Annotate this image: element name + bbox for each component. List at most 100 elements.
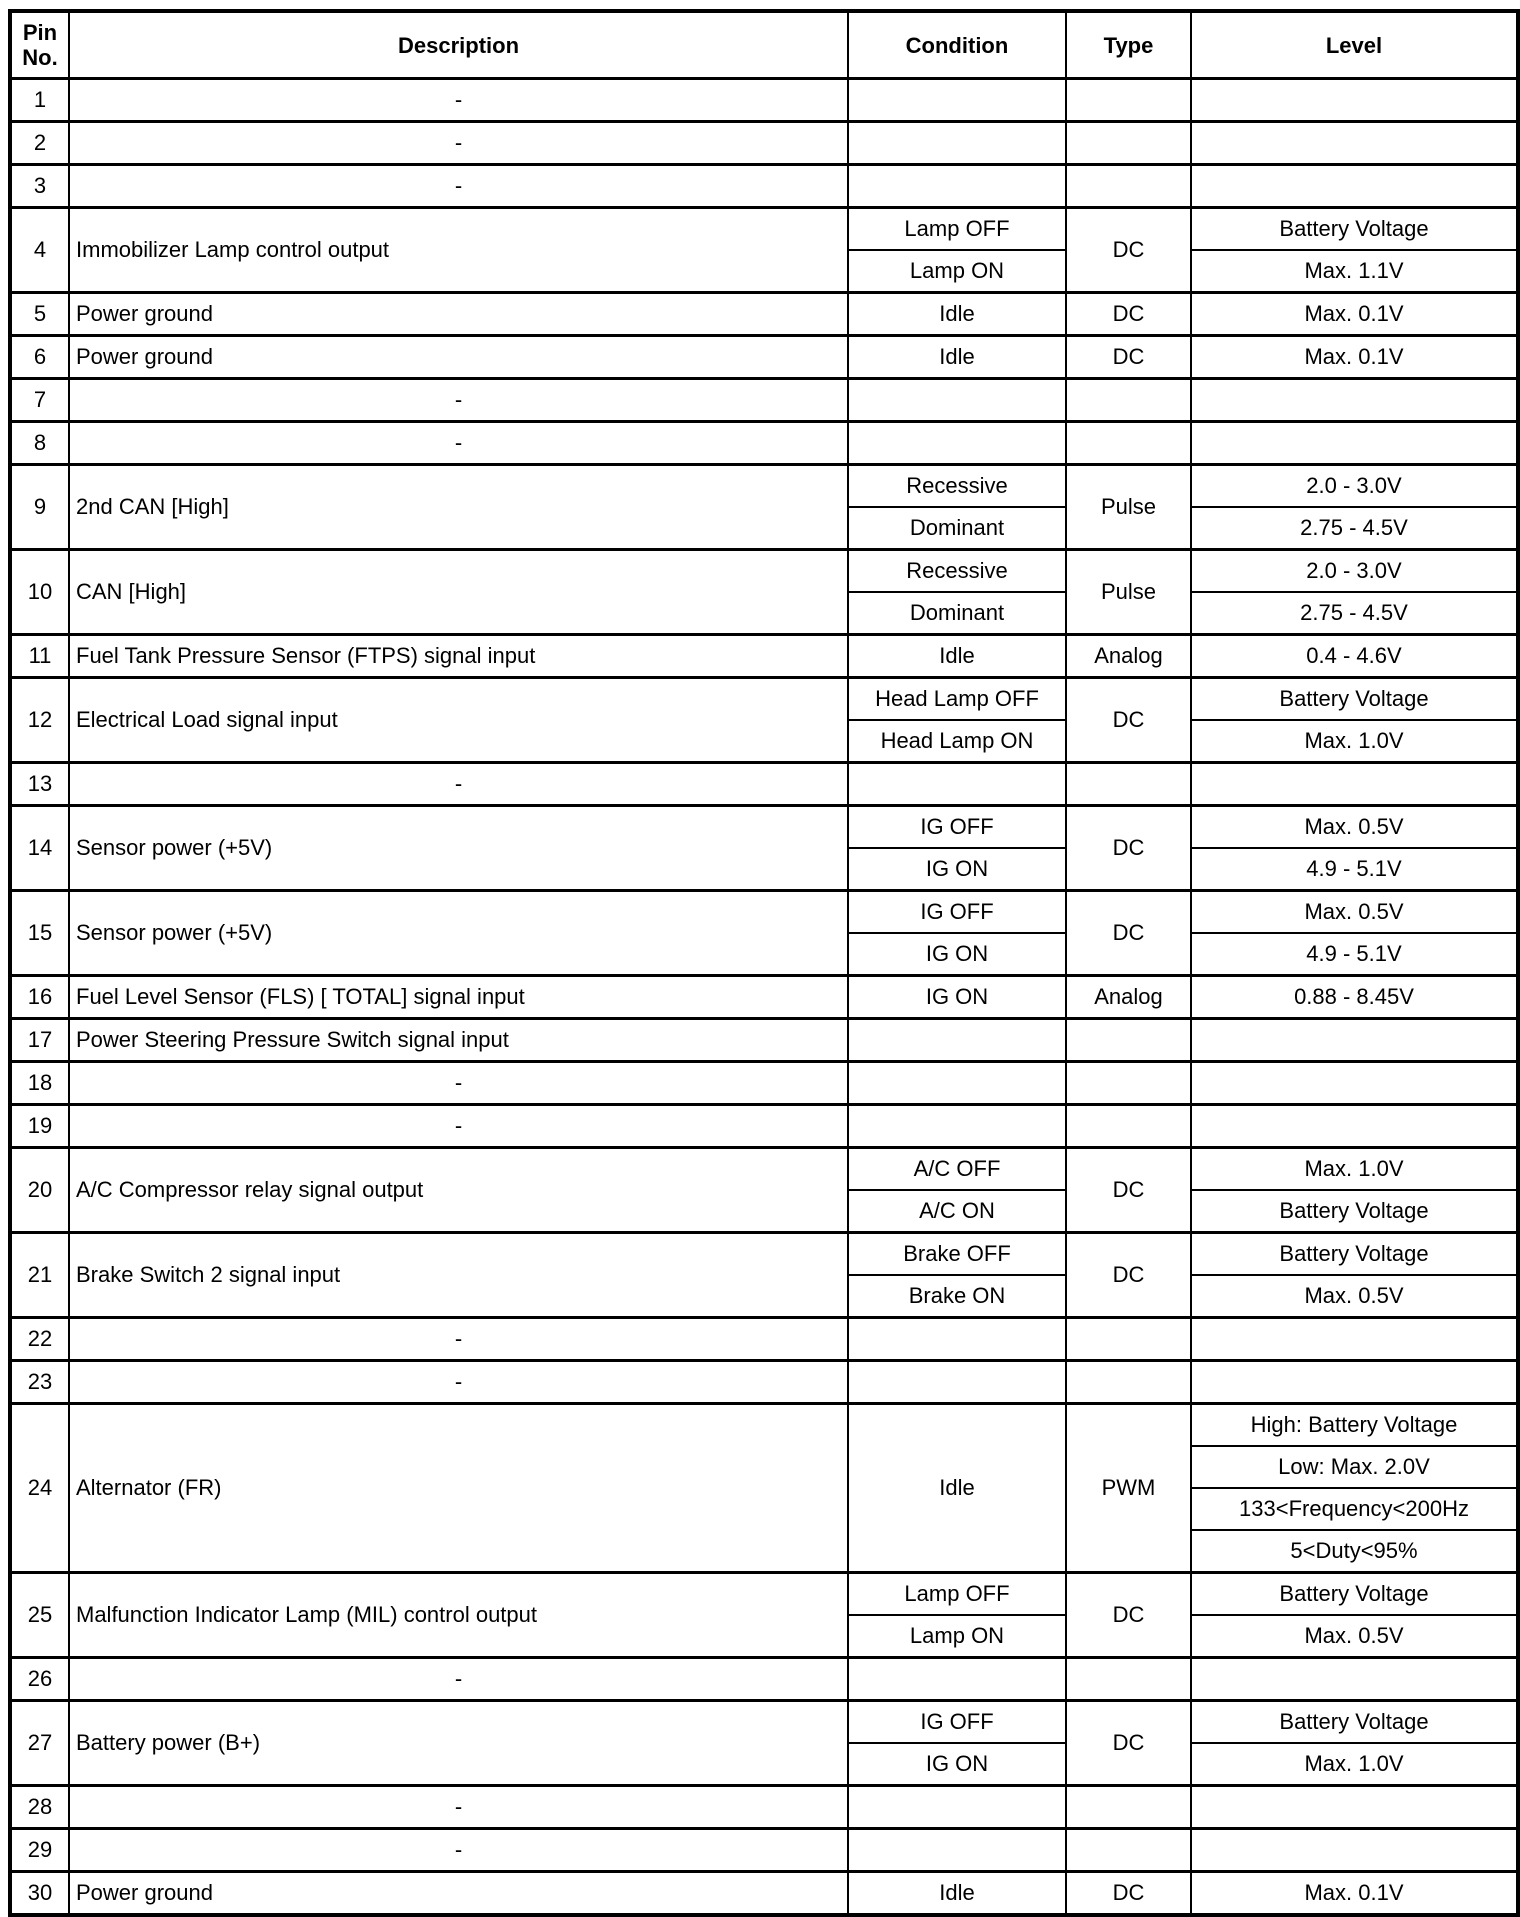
table-row: Head Lamp ON Max. 1.0V (10, 719, 1519, 764)
table-row: Dominant 2.75 - 4.5V (10, 591, 1519, 636)
level: Max. 0.1V (1190, 334, 1519, 380)
description: - (68, 163, 849, 209)
condition: Recessive (847, 548, 1067, 593)
description: Power ground (68, 334, 849, 380)
type (1065, 1316, 1192, 1362)
level (1190, 1656, 1519, 1702)
condition (847, 120, 1067, 166)
header-row: Pin No. Description Condition Type Level (9, 10, 1519, 80)
condition: Head Lamp OFF (847, 676, 1067, 721)
level (1190, 1359, 1519, 1405)
pin-number: 9 (9, 463, 70, 551)
pin-number: 14 (9, 804, 70, 892)
pin-number: 19 (9, 1103, 70, 1149)
type (1065, 761, 1192, 807)
level: Battery Voltage (1190, 676, 1519, 721)
description: Power ground (68, 1870, 849, 1916)
pin-number: 7 (9, 377, 70, 423)
type (1065, 1017, 1192, 1063)
description: - (68, 1656, 849, 1702)
type: DC (1065, 1571, 1192, 1659)
type (1065, 1827, 1192, 1873)
level: Max. 0.1V (1190, 1870, 1519, 1916)
type (1065, 1784, 1192, 1830)
pin-number: 21 (9, 1231, 70, 1319)
level: Max. 1.0V (1190, 719, 1519, 764)
pin-number: 18 (9, 1060, 70, 1106)
condition: Idle (847, 291, 1067, 337)
condition: A/C OFF (847, 1146, 1067, 1191)
description: Alternator (FR) (68, 1402, 849, 1574)
condition (847, 420, 1067, 466)
type (1065, 77, 1192, 123)
type: Analog (1065, 974, 1192, 1020)
description: - (68, 377, 849, 423)
type: DC (1065, 889, 1192, 977)
type (1065, 163, 1192, 209)
condition: Dominant (847, 591, 1067, 636)
type: DC (1065, 334, 1192, 380)
level (1190, 420, 1519, 466)
level (1190, 1103, 1519, 1149)
level: High: Battery Voltage (1190, 1402, 1519, 1447)
table-row: 17 Power Steering Pressure Switch signal … (9, 1017, 1519, 1063)
level: Max. 0.5V (1190, 889, 1519, 934)
condition (847, 1827, 1067, 1873)
level: 4.9 - 5.1V (1190, 932, 1519, 977)
condition: Recessive (847, 463, 1067, 508)
type: Pulse (1065, 463, 1192, 551)
table-row: 16 Fuel Level Sensor (FLS) [ TOTAL] signa… (9, 974, 1519, 1020)
level: Battery Voltage (1190, 1699, 1519, 1744)
pin-number: 2 (9, 120, 70, 166)
table-row: 22- (9, 1316, 1519, 1362)
pin-number: 22 (9, 1316, 70, 1362)
description: Power Steering Pressure Switch signal in… (68, 1017, 849, 1063)
level (1190, 120, 1519, 166)
condition (847, 1784, 1067, 1830)
condition: IG OFF (847, 804, 1067, 849)
description: - (68, 1060, 849, 1106)
level (1190, 77, 1519, 123)
level (1190, 761, 1519, 807)
pin-number: 26 (9, 1656, 70, 1702)
pin-number: 16 (9, 974, 70, 1020)
description: - (68, 420, 849, 466)
pin-number: 1 (9, 77, 70, 123)
condition: Idle (847, 1870, 1067, 1916)
description: - (68, 77, 849, 123)
condition: IG ON (847, 974, 1067, 1020)
description: - (68, 761, 849, 807)
header-level: Level (1190, 10, 1519, 80)
type: Analog (1065, 633, 1192, 679)
header-pin: Pin No. (9, 10, 70, 80)
condition: A/C ON (847, 1189, 1067, 1234)
description: Brake Switch 2 signal input (68, 1231, 849, 1319)
level (1190, 1060, 1519, 1106)
level (1190, 377, 1519, 423)
level (1190, 163, 1519, 209)
level: Max. 0.5V (1190, 1614, 1519, 1659)
description: Fuel Level Sensor (FLS) [ TOTAL] signal … (68, 974, 849, 1020)
pin-number: 29 (9, 1827, 70, 1873)
description: Sensor power (+5V) (68, 889, 849, 977)
table-row: 18- (9, 1060, 1519, 1106)
level: Battery Voltage (1190, 1231, 1519, 1276)
table-row: 20 A/C Compressor relay signal output A/C … (9, 1146, 1519, 1234)
table-row: 29- (9, 1827, 1519, 1873)
table-row: 14 Sensor power (+5V) IG OFF DC Max. 0.5V (9, 804, 1519, 892)
condition: Brake ON (847, 1274, 1067, 1319)
condition: Brake OFF (847, 1231, 1067, 1276)
table-row: 10 CAN [High] Recessive Pulse 2.0 - 3.0V (9, 548, 1519, 636)
pin-number: 10 (9, 548, 70, 636)
level: Max. 0.5V (1190, 1274, 1519, 1319)
level (1190, 1827, 1519, 1873)
table-row: Brake ON Max. 0.5V (10, 1274, 1519, 1319)
condition: IG ON (847, 932, 1067, 977)
description: CAN [High] (68, 548, 849, 636)
table-row: 27 Battery power (B+) IG OFF DC Battery Volt… (9, 1699, 1519, 1787)
table-row: Lamp ON Max. 1.1V (10, 249, 1519, 294)
pin-number: 20 (9, 1146, 70, 1234)
level: Max. 0.5V (1190, 804, 1519, 849)
description: - (68, 1784, 849, 1830)
description: Immobilizer Lamp control output (68, 206, 849, 294)
